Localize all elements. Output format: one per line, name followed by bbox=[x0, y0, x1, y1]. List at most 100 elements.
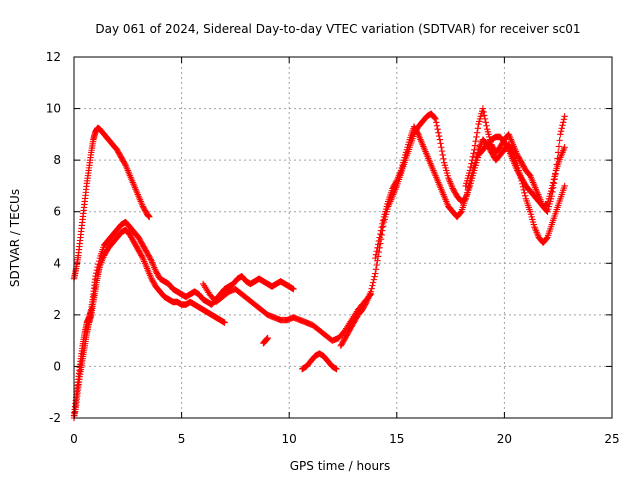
y-tick-label: 4 bbox=[53, 256, 61, 270]
data-point bbox=[378, 223, 385, 231]
data-point bbox=[483, 122, 490, 129]
data-point bbox=[333, 365, 340, 373]
x-tick-label: 5 bbox=[178, 432, 186, 446]
data-point bbox=[373, 248, 380, 255]
data-point bbox=[482, 119, 489, 126]
data-point bbox=[372, 270, 379, 277]
data-point bbox=[414, 129, 421, 137]
series-arc-8 bbox=[372, 123, 568, 262]
series-arc-6 bbox=[298, 350, 340, 373]
data-point bbox=[362, 300, 370, 307]
data-point bbox=[147, 256, 154, 263]
grid bbox=[74, 57, 612, 418]
data-point bbox=[557, 128, 565, 135]
data-point bbox=[518, 177, 525, 184]
series-arc-5 bbox=[260, 334, 271, 347]
chart-title: Day 061 of 2024, Sidereal Day-to-day VTE… bbox=[95, 22, 580, 36]
data-point bbox=[472, 138, 479, 145]
data-point bbox=[290, 285, 297, 293]
series-arc-9 bbox=[462, 105, 568, 215]
data-point bbox=[371, 273, 378, 280]
y-tick-label: -2 bbox=[49, 411, 61, 425]
data-point bbox=[550, 180, 558, 187]
data-point bbox=[121, 160, 129, 168]
data-point bbox=[551, 175, 558, 183]
data-point bbox=[474, 125, 482, 132]
data-point bbox=[435, 132, 443, 140]
data-point bbox=[468, 160, 475, 167]
plot-border bbox=[73, 56, 613, 419]
data-point bbox=[264, 334, 271, 342]
data-point bbox=[435, 129, 442, 136]
x-tick-label: 0 bbox=[70, 432, 78, 446]
series-arc-4 bbox=[199, 280, 375, 344]
data-point bbox=[559, 122, 566, 129]
data-point bbox=[138, 253, 146, 261]
data-point bbox=[377, 227, 385, 234]
x-tick-label: 25 bbox=[604, 432, 619, 446]
data-point bbox=[519, 180, 526, 187]
data-point bbox=[434, 126, 441, 133]
data-point bbox=[466, 167, 474, 174]
data-point bbox=[473, 133, 480, 141]
data-point bbox=[470, 150, 477, 157]
series-arc-3 bbox=[70, 226, 228, 422]
data-point bbox=[467, 163, 474, 171]
data-point bbox=[548, 193, 555, 200]
data-point bbox=[464, 186, 472, 193]
data-point bbox=[480, 108, 487, 116]
data-point bbox=[557, 131, 564, 138]
axis-ticks bbox=[73, 56, 613, 419]
data-point bbox=[549, 184, 557, 191]
data-point bbox=[221, 319, 228, 326]
data-point bbox=[481, 112, 488, 119]
data-point bbox=[552, 167, 560, 174]
data-point bbox=[379, 220, 386, 227]
data-point bbox=[552, 171, 559, 178]
data-point bbox=[372, 251, 380, 258]
y-axis-label: SDTVAR / TECUs bbox=[8, 189, 22, 287]
x-tick-label: 10 bbox=[282, 432, 297, 446]
data-point bbox=[560, 119, 567, 126]
data-point bbox=[373, 261, 380, 269]
data-point bbox=[554, 155, 561, 162]
y-tick-label: 12 bbox=[46, 50, 61, 64]
data-point bbox=[481, 115, 489, 123]
data-point bbox=[521, 189, 528, 197]
data-point bbox=[375, 237, 383, 245]
data-point bbox=[379, 217, 387, 224]
data-point bbox=[369, 279, 377, 286]
data-point bbox=[376, 234, 383, 241]
data-point bbox=[520, 186, 527, 193]
data-point bbox=[561, 144, 568, 151]
data-point bbox=[436, 136, 444, 143]
data-point bbox=[377, 230, 384, 238]
data-point bbox=[370, 276, 378, 283]
data-point bbox=[440, 155, 447, 163]
data-point bbox=[561, 182, 568, 190]
series-arc-1 bbox=[70, 124, 153, 282]
data-point bbox=[465, 183, 472, 190]
y-tick-label: 2 bbox=[53, 308, 61, 322]
data-point bbox=[374, 244, 381, 252]
x-tick-label: 20 bbox=[497, 432, 512, 446]
data-point bbox=[555, 149, 562, 156]
data-point bbox=[555, 143, 563, 150]
y-tick-label: 8 bbox=[53, 153, 61, 167]
data-point bbox=[146, 213, 153, 221]
y-tick-label: 0 bbox=[53, 359, 61, 373]
data-point bbox=[368, 285, 375, 292]
data-point bbox=[392, 178, 400, 186]
data-point bbox=[561, 113, 568, 120]
data-point bbox=[438, 144, 445, 151]
data-point bbox=[469, 153, 477, 160]
data-point bbox=[471, 142, 479, 149]
data-point bbox=[543, 235, 550, 242]
data-point bbox=[548, 185, 555, 192]
data-point bbox=[372, 266, 380, 273]
data-point bbox=[471, 146, 478, 154]
data-point bbox=[439, 151, 446, 159]
data-point bbox=[431, 114, 439, 122]
data-point bbox=[438, 147, 446, 155]
